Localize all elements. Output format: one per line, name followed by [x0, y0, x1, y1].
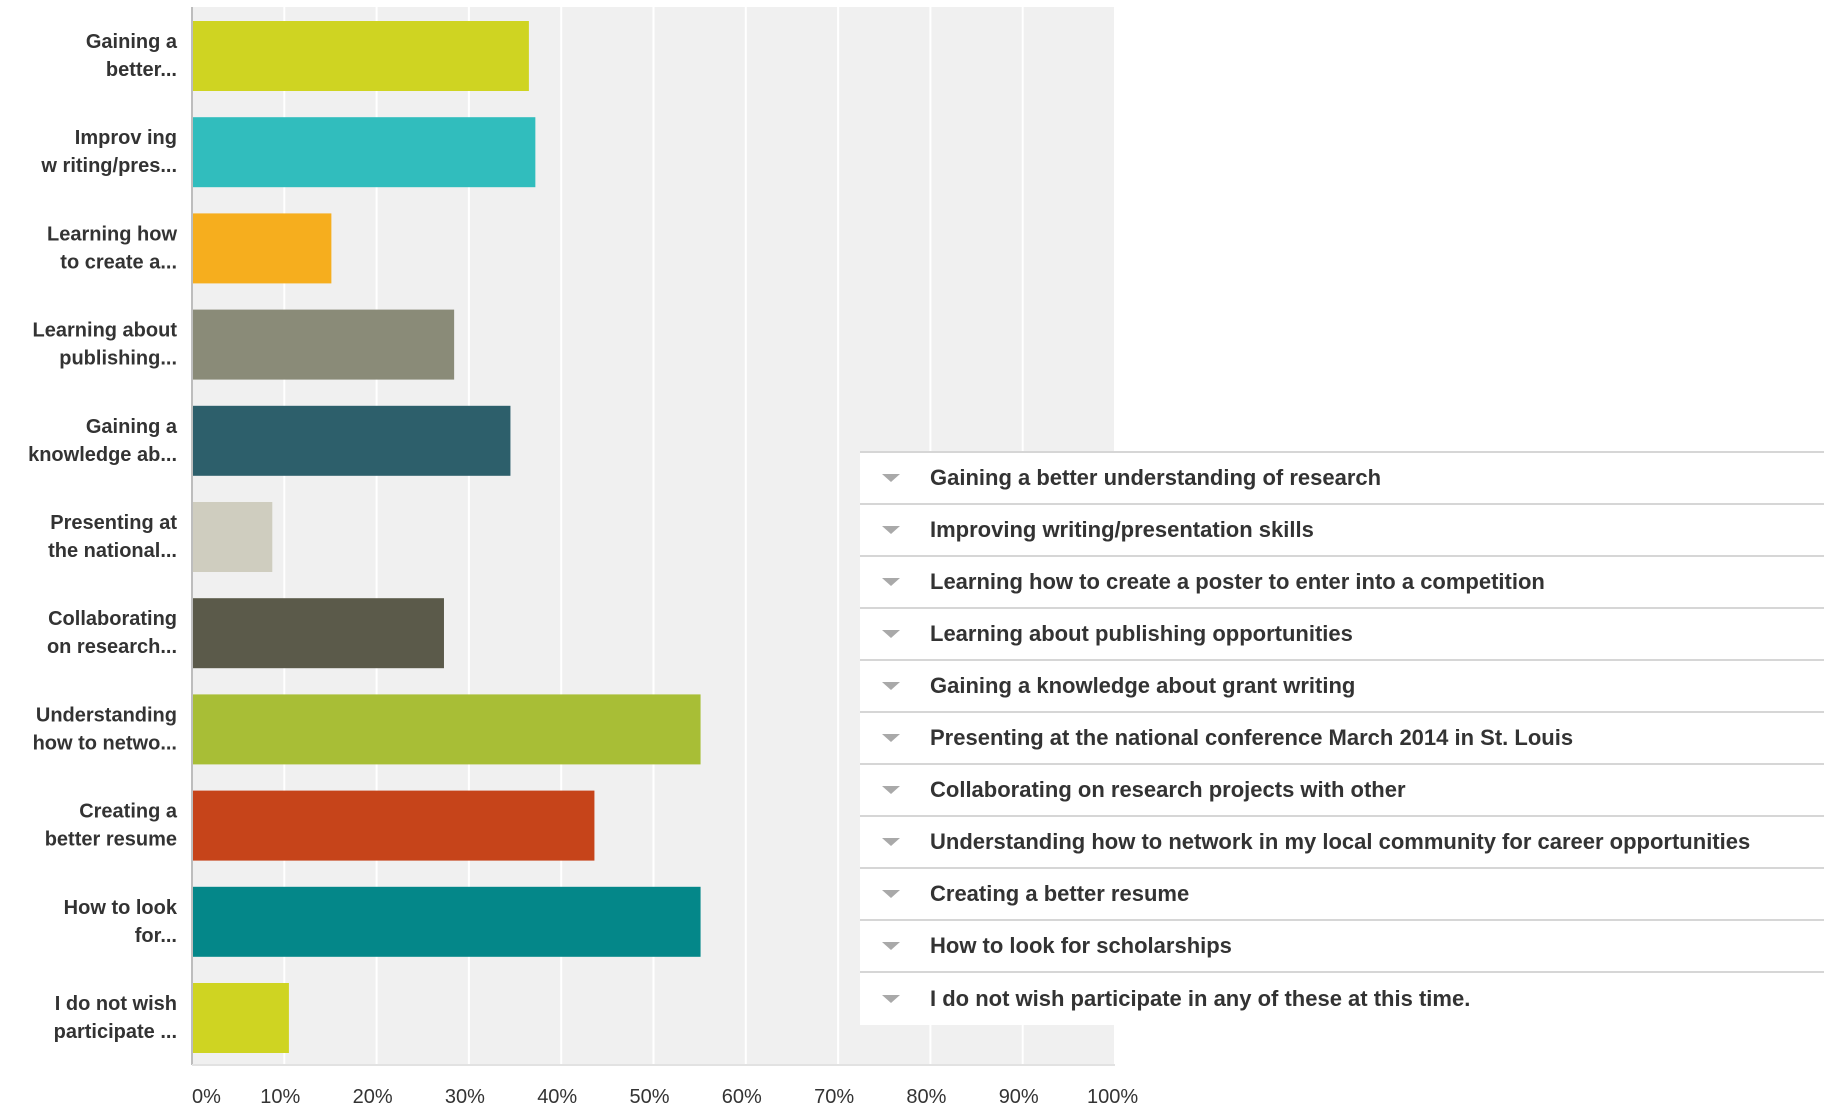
- y-tick-label: Improv ing w riting/pres...: [40, 127, 177, 177]
- bar: [193, 405, 511, 476]
- y-tick-label: How to look for...: [64, 897, 178, 947]
- x-tick-label: 50%: [630, 1086, 670, 1108]
- x-tick-label: 100%: [1087, 1086, 1138, 1108]
- caret-down-icon: [882, 526, 900, 534]
- legend-label: Presenting at the national conference Ma…: [930, 725, 1574, 750]
- legend-label: Collaborating on research projects with …: [930, 777, 1406, 802]
- legend-label: Gaining a knowledge about grant writing: [930, 673, 1356, 698]
- y-tick-label: Collaborating on research...: [47, 608, 177, 658]
- legend-item[interactable]: Understanding how to network in my local…: [860, 817, 1824, 869]
- x-tick-label: 0%: [192, 1086, 221, 1108]
- bar: [193, 502, 273, 572]
- legend-item[interactable]: Improving writing/presentation skills: [860, 505, 1824, 557]
- legend-item[interactable]: Collaborating on research projects with …: [860, 765, 1824, 817]
- legend-label: Gaining a better understanding of resear…: [930, 465, 1382, 490]
- bar: [193, 309, 455, 380]
- bar: [193, 21, 529, 91]
- y-tick-label: I do not wish participate ...: [54, 993, 177, 1043]
- legend-item[interactable]: Learning how to create a poster to enter…: [860, 557, 1824, 609]
- x-tick-label: 20%: [353, 1086, 393, 1108]
- legend-label: Improving writing/presentation skills: [930, 517, 1314, 542]
- bar: [193, 117, 536, 188]
- caret-down-icon: [882, 838, 900, 846]
- bar: [193, 886, 701, 957]
- legend-item[interactable]: Presenting at the national conference Ma…: [860, 713, 1824, 765]
- caret-down-icon: [882, 995, 900, 1003]
- y-tick-label: Creating a better resume: [45, 801, 178, 851]
- legend-item[interactable]: Learning about publishing opportunities: [860, 609, 1824, 661]
- legend-label: Learning how to create a poster to enter…: [930, 569, 1545, 594]
- bar: [193, 983, 289, 1053]
- y-tick-label: Presenting at the national...: [48, 512, 177, 562]
- x-tick-label: 60%: [722, 1086, 762, 1108]
- legend: Gaining a better understanding of resear…: [860, 451, 1824, 1025]
- bars: [193, 21, 701, 1053]
- caret-down-icon: [882, 942, 900, 950]
- legend-label: I do not wish participate in any of thes…: [930, 986, 1471, 1011]
- caret-down-icon: [882, 630, 900, 638]
- bar: [193, 213, 332, 284]
- legend-item[interactable]: How to look for scholarships: [860, 921, 1824, 973]
- caret-down-icon: [882, 734, 900, 742]
- legend-item[interactable]: Gaining a better understanding of resear…: [860, 453, 1824, 505]
- legend-label: Learning about publishing opportunities: [930, 621, 1353, 646]
- bar: [193, 598, 444, 669]
- x-tick-label: 30%: [445, 1086, 485, 1108]
- y-tick-label: Gaining a better...: [86, 31, 178, 81]
- legend-label: How to look for scholarships: [930, 933, 1232, 958]
- caret-down-icon: [882, 578, 900, 586]
- x-axis-labels: 0% 10% 20% 30% 40% 50% 60% 70% 80% 90% 100%: [192, 1086, 1138, 1108]
- x-tick-label: 70%: [814, 1086, 854, 1108]
- x-tick-label: 40%: [537, 1086, 577, 1108]
- x-tick-label: 80%: [906, 1086, 946, 1108]
- legend-item[interactable]: I do not wish participate in any of thes…: [860, 973, 1824, 1025]
- caret-down-icon: [882, 786, 900, 794]
- bar: [193, 694, 701, 765]
- y-tick-label: Gaining a knowledge ab...: [28, 416, 178, 466]
- legend-item[interactable]: Creating a better resume: [860, 869, 1824, 921]
- caret-down-icon: [882, 682, 900, 690]
- legend-label: Creating a better resume: [930, 881, 1190, 906]
- caret-down-icon: [882, 890, 900, 898]
- legend-item[interactable]: Gaining a knowledge about grant writing: [860, 661, 1824, 713]
- bar: [193, 790, 595, 861]
- y-axis-labels: Gaining a better... Improv ing w riting/pre…: [28, 31, 178, 1043]
- y-tick-label: Learning about publishing...: [33, 320, 178, 370]
- caret-down-icon: [882, 474, 900, 482]
- x-tick-label: 10%: [260, 1086, 300, 1108]
- y-tick-label: Learning how to create a...: [47, 223, 177, 273]
- x-tick-label: 90%: [999, 1086, 1039, 1108]
- legend-label: Understanding how to network in my local…: [930, 829, 1751, 854]
- y-tick-label: Understanding how to netwo...: [33, 704, 177, 754]
